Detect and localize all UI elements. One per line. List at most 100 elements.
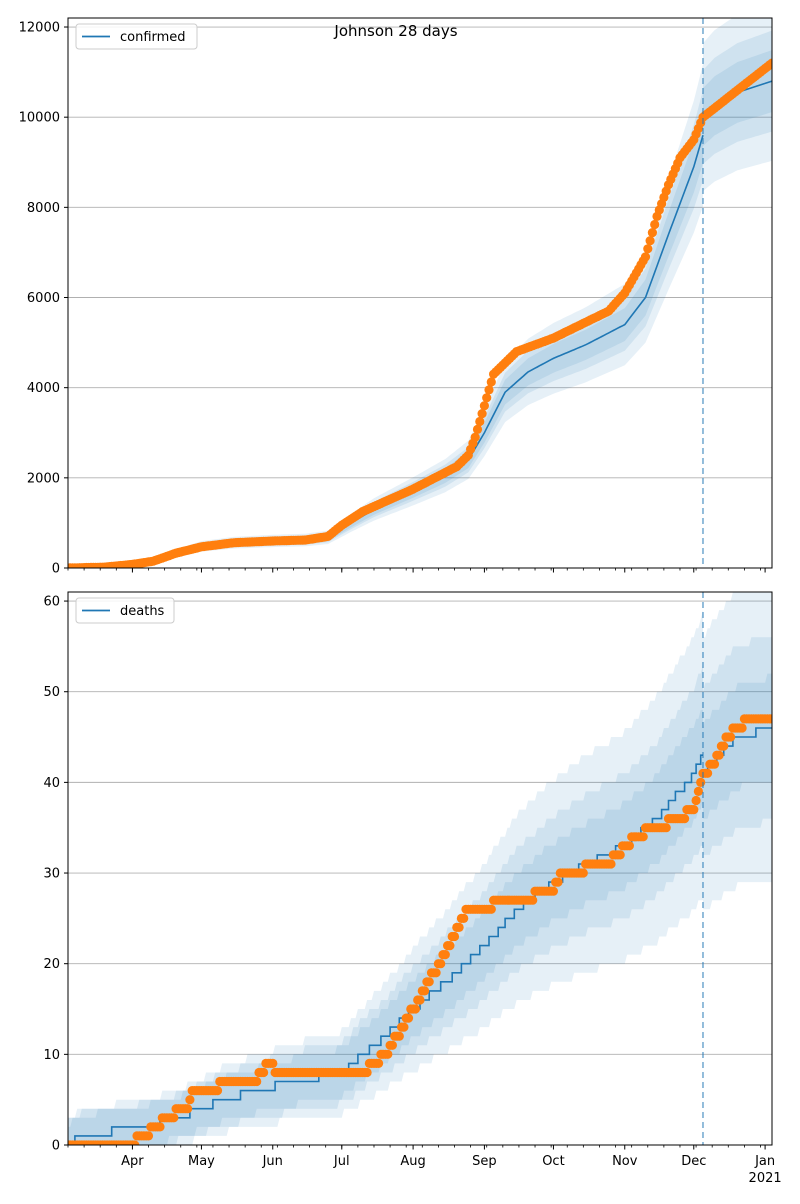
legend-label: deaths — [120, 604, 165, 619]
observed-point — [436, 959, 446, 969]
y-tick-label: 8000 — [27, 201, 60, 216]
chart-panel-confirmed: 0 2000 4000 6000 8000 10000 12000 confirmed — [19, 17, 773, 577]
observed-point — [693, 786, 704, 797]
axes-frame — [67, 17, 773, 569]
observed-point — [143, 1131, 154, 1141]
observed-point — [212, 1086, 223, 1096]
observed-point — [185, 1095, 195, 1105]
x-tick-label: Jun — [262, 1154, 283, 1169]
x-tick-label: Dec — [681, 1154, 706, 1169]
model-band — [68, 664, 703, 1145]
observed-point — [737, 723, 747, 733]
observed-point — [680, 814, 690, 824]
y-tick-label: 30 — [43, 867, 60, 882]
y-tick-label: 40 — [43, 776, 60, 791]
y-tick-label: 6000 — [27, 291, 60, 306]
observed-point — [259, 1067, 269, 1078]
observed-point — [548, 886, 559, 896]
observed-point — [374, 1058, 384, 1068]
x-tick-label: Oct — [542, 1154, 564, 1169]
observed-point — [268, 1058, 278, 1068]
observed-point — [643, 244, 653, 254]
observed-point — [640, 252, 651, 262]
observed-point — [459, 913, 469, 924]
observed-point — [252, 1076, 262, 1087]
observed-point — [696, 777, 706, 788]
observed-point — [475, 416, 485, 427]
forecast-band — [703, 18, 772, 192]
observed-point — [528, 895, 538, 905]
observed-point — [703, 768, 713, 778]
observed-point — [578, 868, 588, 878]
observed-point — [399, 1022, 409, 1032]
legend-box — [75, 23, 198, 50]
y-tick-label: 10 — [43, 1048, 60, 1063]
y-tick-label: 60 — [43, 595, 60, 610]
observed-point — [155, 1122, 165, 1132]
observed-point — [403, 1013, 414, 1023]
x-tick-label: May — [188, 1154, 215, 1169]
forecast-band — [703, 673, 772, 819]
observed-point — [714, 750, 724, 760]
y-tick-label: 4000 — [27, 381, 60, 396]
observed-point — [394, 1031, 404, 1041]
plot-area — [68, 18, 772, 568]
observed-point — [410, 1004, 420, 1014]
observed-point — [719, 741, 729, 751]
observed-point — [470, 432, 480, 442]
observed-point — [362, 1067, 372, 1078]
forecast-band — [703, 592, 772, 910]
y-tick-label: 20 — [43, 957, 60, 972]
observed-point — [420, 986, 430, 996]
observed-point — [661, 823, 671, 833]
observed-point — [383, 1049, 393, 1059]
legend-box — [75, 597, 175, 624]
observed-point — [387, 1040, 397, 1050]
observed-point — [415, 995, 425, 1005]
observed-point — [445, 941, 455, 951]
observed-point — [486, 904, 496, 914]
observed-point — [638, 832, 648, 842]
observed-point — [767, 58, 772, 68]
model-band — [68, 107, 703, 568]
observed-point — [479, 401, 489, 411]
observed-point — [482, 393, 492, 403]
observed-point — [424, 977, 434, 987]
observed-point — [169, 1113, 179, 1123]
observed-point — [440, 950, 450, 960]
axes-frame — [67, 591, 773, 1146]
x-tick-label: Sep — [472, 1154, 497, 1169]
x-tick-label: Jan — [754, 1154, 775, 1169]
observed-point — [472, 424, 483, 434]
chart-panel-deaths: 0 10 20 30 40 50 60 Apr May Jun Jul Aug Sep Oct Nov Dec… — [43, 591, 782, 1186]
y-tick-label: 50 — [43, 685, 60, 700]
x-tick-label: Aug — [400, 1154, 425, 1169]
observed-point — [477, 409, 487, 419]
plot-area — [68, 592, 772, 1145]
model-band — [68, 64, 703, 568]
y-tick-label: 12000 — [19, 21, 60, 36]
observed-point — [767, 714, 772, 724]
observed-point — [606, 859, 616, 869]
legend-label: confirmed — [120, 30, 186, 45]
observed-point — [431, 968, 441, 978]
observed-point — [454, 922, 464, 933]
observed-point — [624, 841, 635, 851]
observed-point — [553, 877, 563, 887]
observed-point — [449, 931, 460, 942]
observed-point — [486, 377, 496, 387]
observed-point — [709, 759, 720, 769]
observed-point — [615, 850, 625, 860]
x-tick-label: Nov — [612, 1154, 638, 1169]
legend: confirmed — [75, 23, 198, 50]
forecast-band — [703, 30, 772, 165]
y-tick-label: 10000 — [19, 111, 60, 126]
observed-point — [130, 1140, 140, 1145]
x-tick-sublabel: 2021 — [749, 1171, 782, 1186]
y-tick-label: 0 — [52, 562, 60, 577]
observed-point — [689, 805, 699, 815]
observed-point — [183, 1104, 193, 1114]
x-tick-label: Apr — [121, 1154, 144, 1169]
